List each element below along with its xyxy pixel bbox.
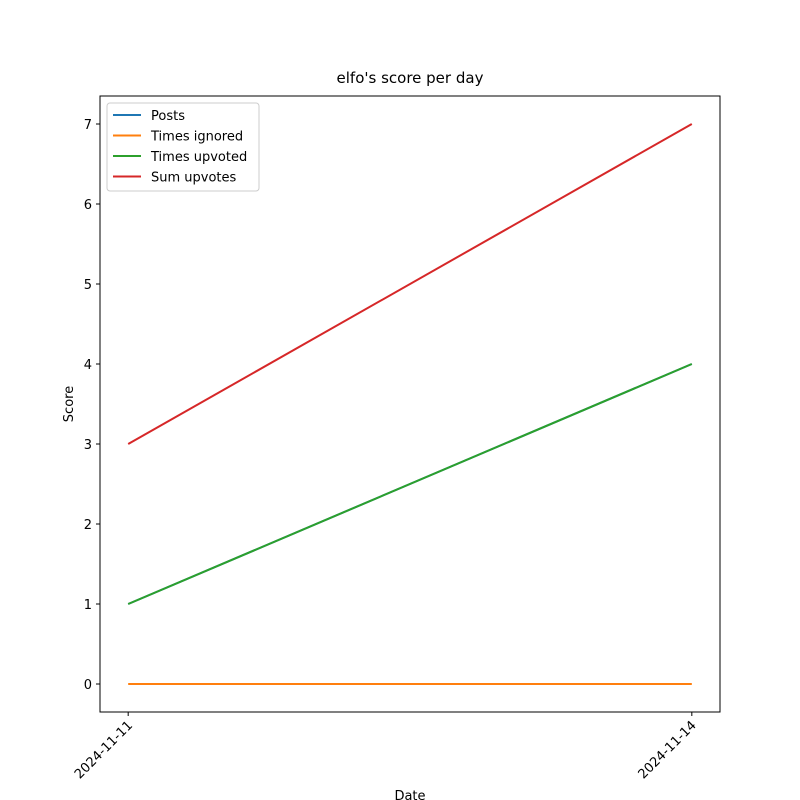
legend-label: Posts bbox=[151, 109, 185, 124]
line-series bbox=[127, 123, 693, 445]
x-axis-label: Date bbox=[394, 789, 425, 800]
y-tick-label: 1 bbox=[84, 598, 92, 613]
y-tick-label: 3 bbox=[84, 438, 92, 453]
legend-label: Times upvoted bbox=[150, 150, 247, 165]
y-tick-label: 0 bbox=[84, 678, 92, 693]
legend-label: Times ignored bbox=[150, 130, 243, 145]
line-series bbox=[127, 363, 693, 605]
legend-label: Sum upvotes bbox=[151, 171, 237, 186]
y-tick-label: 7 bbox=[84, 118, 92, 133]
y-tick-label: 5 bbox=[84, 278, 92, 293]
y-tick-label: 4 bbox=[84, 358, 92, 373]
y-tick-label: 6 bbox=[84, 198, 92, 213]
y-tick-label: 2 bbox=[84, 518, 92, 533]
legend-box bbox=[106, 102, 260, 192]
chart-title: elfo's score per day bbox=[337, 69, 484, 87]
y-axis-label: Score bbox=[62, 386, 77, 422]
plot-frame bbox=[99, 95, 721, 713]
